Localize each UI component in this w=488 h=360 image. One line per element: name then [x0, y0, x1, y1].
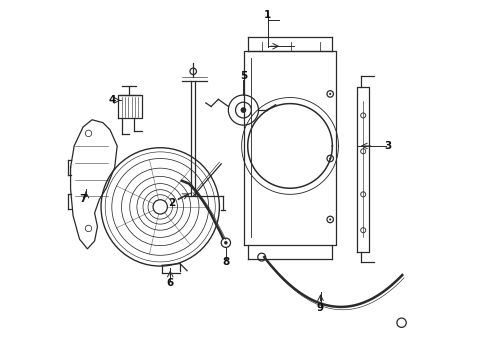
Text: 6: 6 [166, 278, 174, 288]
Text: 9: 9 [316, 303, 324, 313]
Circle shape [328, 219, 330, 221]
Circle shape [328, 157, 330, 159]
Circle shape [224, 241, 227, 244]
Circle shape [328, 93, 330, 95]
Text: 8: 8 [222, 257, 229, 267]
Text: 1: 1 [264, 10, 271, 20]
Text: 2: 2 [168, 198, 175, 208]
Text: 3: 3 [384, 141, 391, 151]
Text: 7: 7 [79, 194, 87, 204]
Circle shape [240, 107, 246, 113]
Text: 5: 5 [239, 71, 246, 81]
Text: 4: 4 [108, 95, 115, 105]
